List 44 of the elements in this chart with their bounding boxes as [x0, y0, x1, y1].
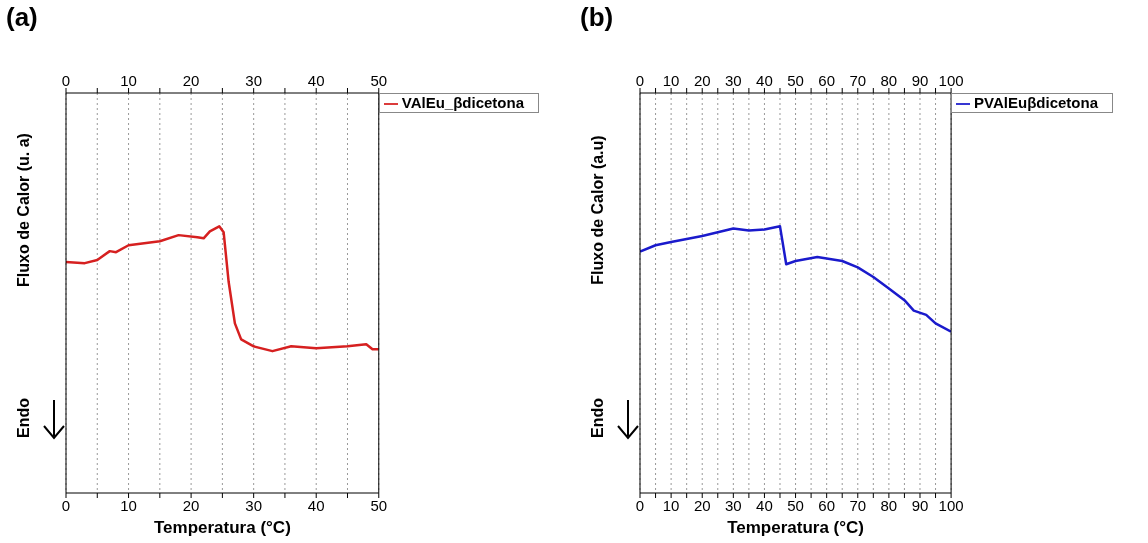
- x-tick-label: 40: [307, 72, 325, 89]
- chart-title: (a): [6, 2, 38, 33]
- x-tick-label: 50: [370, 72, 388, 89]
- x-tick-label: 10: [662, 72, 680, 89]
- x-tick-label: 10: [120, 72, 137, 89]
- x-axis-title: Temperatura (°C): [153, 518, 291, 537]
- x-tick-label: 30: [245, 72, 262, 89]
- x-tick-label: 20: [182, 72, 200, 89]
- x-tick-label: 40: [756, 72, 773, 89]
- x2-tick-label: 80: [880, 496, 898, 514]
- y-axis-title: Fluxo de Calor (u. a): [15, 133, 33, 287]
- x2-tick-label: 0: [635, 496, 645, 514]
- x2-tick-label: 20: [693, 496, 711, 514]
- x2-tick-label: 100: [938, 496, 964, 514]
- x-tick-label: 0: [635, 72, 645, 89]
- text: Endo: [15, 398, 33, 438]
- x2-tick-label: 10: [120, 496, 137, 514]
- x-tick-label: 0: [61, 72, 71, 89]
- x-tick-label: 70: [849, 72, 867, 89]
- x-tick-label: 50: [787, 72, 804, 89]
- x2-tick-label: 0: [61, 496, 71, 514]
- x-tick-label: 80: [880, 72, 898, 89]
- x2-tick-label: 50: [787, 496, 804, 514]
- chart-title: (b): [580, 2, 614, 33]
- legend-label: PVAlEuβdicetona: [974, 94, 1098, 111]
- x2-tick-label: 40: [756, 496, 773, 514]
- x2-tick-label: 40: [307, 496, 325, 514]
- x2-tick-label: 30: [245, 496, 262, 514]
- x-tick-label: 60: [818, 72, 835, 89]
- x2-tick-label: 30: [724, 496, 742, 514]
- text: Endo: [589, 398, 607, 438]
- x-tick-label: 30: [724, 72, 742, 89]
- x-tick-label: 20: [693, 72, 711, 89]
- x-axis-title: Temperatura (°C): [727, 518, 864, 537]
- x2-tick-label: 70: [849, 496, 867, 514]
- x-tick-label: 100: [938, 72, 964, 89]
- y-axis-title: Fluxo de Calor (a.u): [589, 135, 607, 285]
- x2-tick-label: 90: [911, 496, 929, 514]
- x-tick-label: 90: [911, 72, 929, 89]
- x2-tick-label: 10: [662, 496, 680, 514]
- legend-label: VAlEu_βdicetona: [401, 94, 524, 111]
- x2-tick-label: 50: [370, 496, 388, 514]
- x2-tick-label: 20: [182, 496, 200, 514]
- x2-tick-label: 60: [818, 496, 835, 514]
